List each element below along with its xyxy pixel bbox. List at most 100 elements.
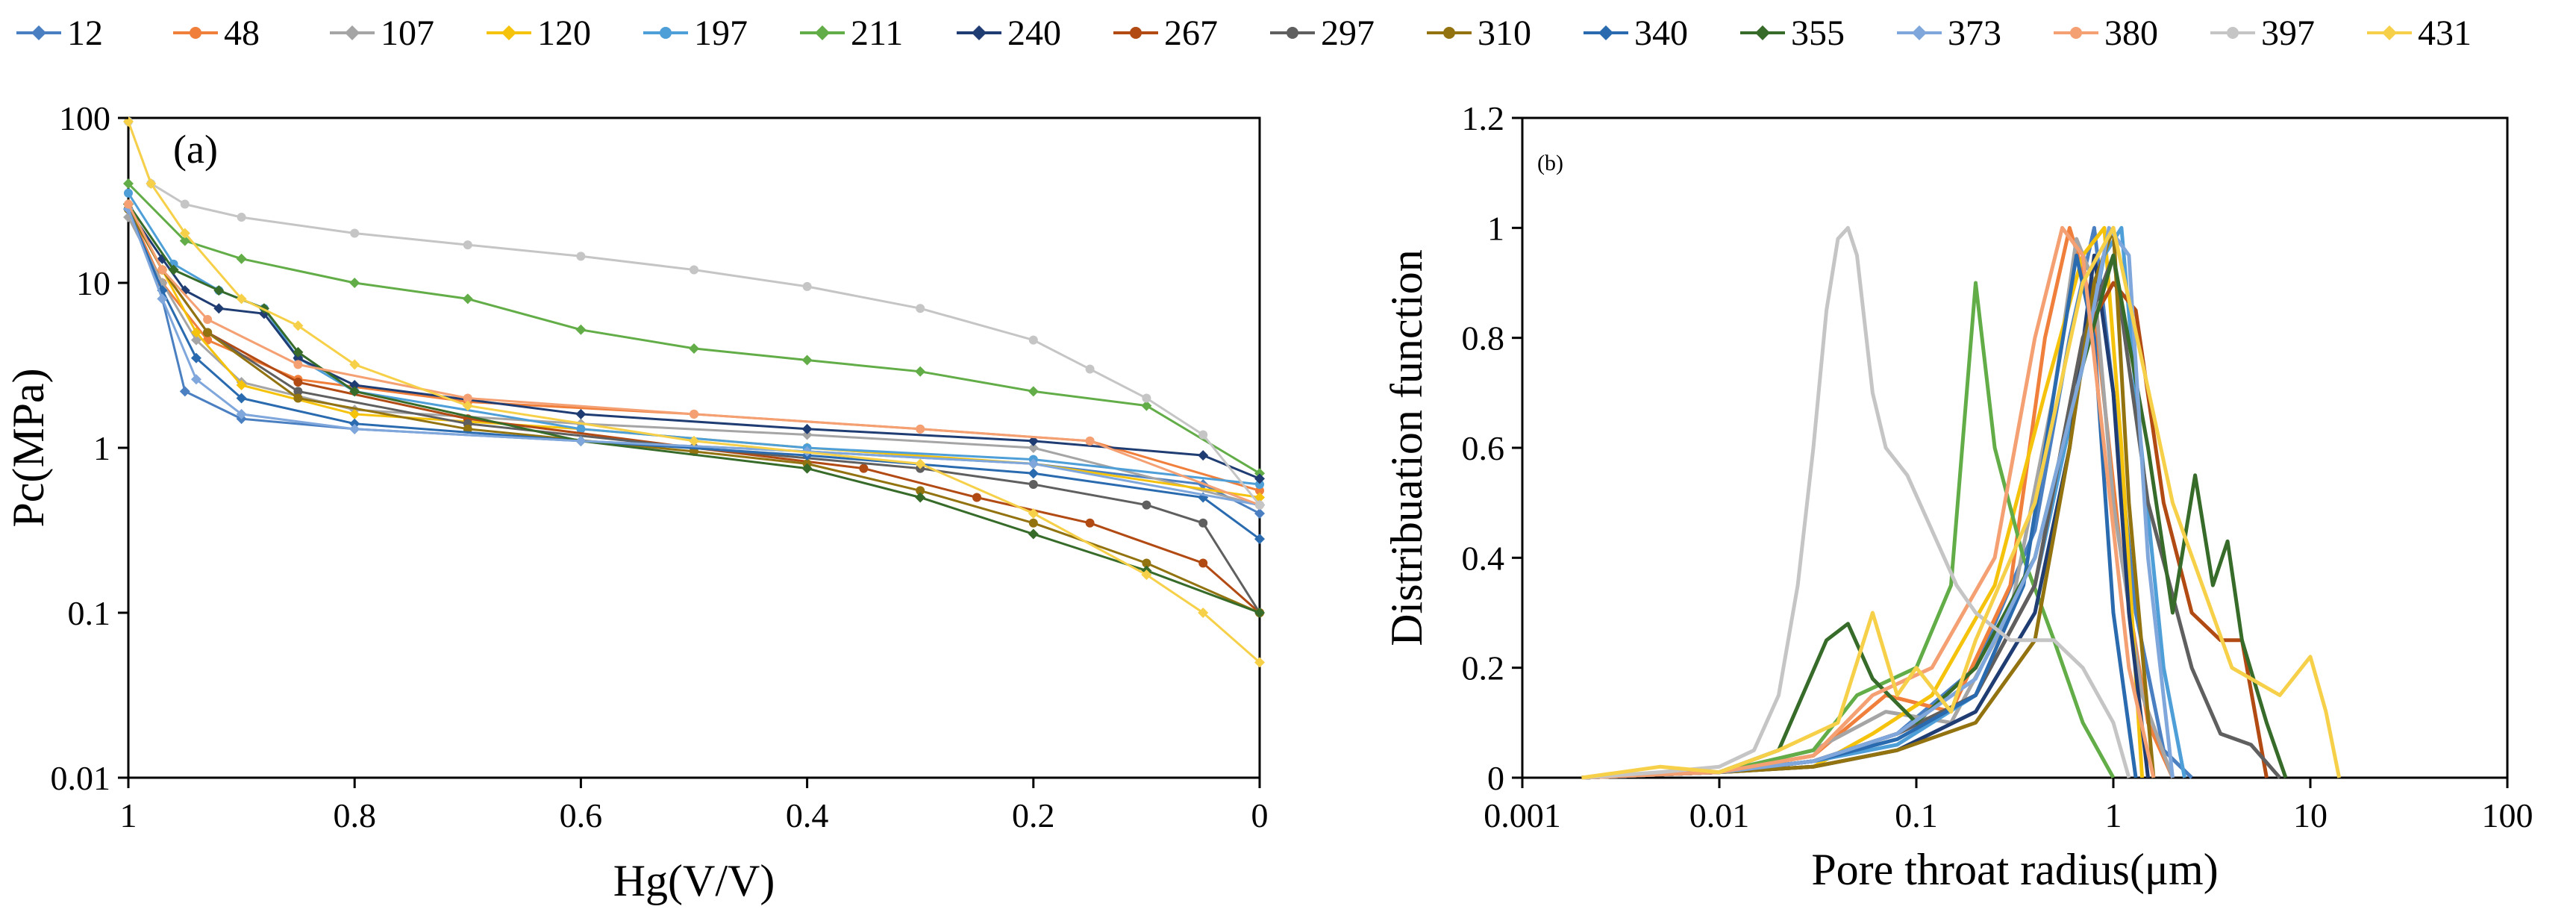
panel-a-x-tick-label: 1	[120, 796, 137, 834]
panel-a-y-tick-label: 10	[76, 264, 110, 302]
panel-a-point	[349, 278, 360, 288]
panel-a-line-197	[127, 192, 1260, 486]
panel-a-point	[916, 486, 925, 496]
panel-b-series	[1581, 225, 2342, 780]
legend-marker-211	[815, 25, 830, 40]
panel-a-point	[916, 304, 925, 313]
panel-a-point	[236, 253, 247, 264]
panel-b-y-tick-label: 0.8	[1462, 319, 1505, 358]
panel-b-y-tick-label: 0	[1487, 759, 1504, 797]
panel-a-point	[293, 393, 303, 403]
panel-a-point	[1254, 508, 1265, 519]
panel-b-line-211	[1581, 281, 2116, 780]
panel-a-point	[1254, 657, 1265, 668]
panel-a-point	[972, 493, 981, 502]
panel-a-point	[1141, 569, 1152, 581]
legend-label-340: 340	[1634, 13, 1688, 53]
panel-a-point	[1142, 393, 1151, 403]
panel-a-point	[190, 352, 201, 363]
panel-b-line-48	[1581, 225, 2175, 780]
panel-a-point	[576, 252, 586, 261]
panel-a-point	[1085, 518, 1095, 528]
panel-a-point	[1028, 458, 1039, 469]
legend-label-380: 380	[2104, 13, 2158, 53]
legend-marker-355	[1755, 25, 1770, 40]
panel-a-point	[293, 352, 304, 363]
panel-a-point	[463, 393, 472, 403]
panel-b-y-tick-label: 0.4	[1462, 539, 1505, 577]
legend-marker-310	[1443, 27, 1455, 39]
panel-a-y-tick-label: 1	[93, 429, 110, 467]
legend-label-267: 267	[1164, 13, 1218, 53]
legend-label-355: 355	[1791, 13, 1845, 53]
panel-a-series	[123, 116, 1265, 668]
panel-a-point	[1254, 473, 1265, 484]
panel-a-point	[1198, 430, 1208, 440]
legend: 12 48 107 120 197 211 240 267 297 310 340 355 373 380…	[16, 13, 2472, 53]
panel-a-point	[213, 303, 225, 314]
panel-a-point	[575, 408, 587, 419]
panel-a-line-340	[127, 208, 1260, 540]
legend-label-197: 197	[694, 13, 748, 53]
panel-a-y-tick-label: 0.1	[68, 594, 111, 632]
panel-a-y-tick-label: 0.01	[51, 759, 111, 797]
panel-a-point	[349, 386, 360, 397]
panel-a-series-211	[123, 178, 1265, 479]
panel-a-point	[1085, 364, 1095, 374]
panel-a-point	[190, 327, 201, 338]
panel-b-line-340	[1581, 253, 2138, 780]
panel-b-x-axis-label: Pore throat radius(μm)	[1811, 845, 2218, 894]
panel-a-point	[462, 293, 473, 305]
legend-marker-107	[345, 25, 360, 40]
legend-marker-373	[1912, 25, 1927, 40]
panel-a-point	[1142, 558, 1151, 568]
panel-a-point	[801, 423, 813, 434]
panel-b-x-tick-label: 0.1	[1895, 796, 1938, 834]
panel-a-point	[179, 235, 190, 246]
panel-a-point	[349, 418, 360, 429]
panel-b-x-tick-label: 10	[2293, 796, 2328, 834]
panel-a-point	[236, 293, 247, 305]
legend-label-240: 240	[1007, 13, 1061, 53]
legend-marker-197	[660, 27, 672, 39]
panel-a-x-axis-label: Hg(V/V)	[613, 856, 775, 905]
panel-a-y-axis-label: Pc(MPa)	[4, 368, 53, 527]
panel-a-point	[190, 334, 201, 346]
legend-label-431: 431	[2418, 13, 2472, 53]
panel-a-point	[157, 265, 167, 275]
panel-a-point	[575, 435, 587, 446]
panel-a-point	[801, 429, 813, 440]
panel-a-x-tick-label: 0.2	[1012, 796, 1055, 834]
panel-a-point	[1028, 480, 1038, 490]
panel-a-point	[349, 379, 360, 390]
panel-a-label: (a)	[173, 127, 218, 172]
panel-a-point	[203, 328, 213, 337]
panel-b-y-tick-label: 1	[1487, 209, 1504, 247]
legend-label-12: 12	[67, 13, 103, 53]
panel-a-x-tick-label: 0.4	[786, 796, 829, 834]
panel-b-line-297	[1581, 253, 2281, 780]
panel-a-point	[915, 366, 926, 377]
panel-b-x-tick-label: 1	[2105, 796, 2122, 834]
panel-a-point	[1254, 468, 1265, 479]
panel-a-point	[576, 424, 586, 434]
panel-a-point	[349, 423, 360, 434]
panel-a-point	[168, 264, 179, 275]
panel-a-ticks: 1 0.8 0.6 0.4 0.2 0 0.01 0.1 1 10 100	[51, 99, 1269, 834]
panel-a-point	[203, 315, 213, 325]
panel-b-line-107	[1581, 237, 2175, 780]
panel-a-y-tick-label: 100	[59, 99, 110, 137]
panel-a-point	[801, 463, 813, 474]
panel-a-x-tick-label: 0.6	[560, 796, 603, 834]
legend-marker-380	[2070, 27, 2082, 39]
panel-a-point	[915, 492, 926, 503]
panel-a-point	[1198, 558, 1208, 568]
panel-a-point	[123, 178, 134, 189]
panel-a-point	[213, 285, 225, 296]
panel-b-y-tick-label: 0.2	[1462, 649, 1505, 687]
panel-a-point	[293, 378, 303, 387]
panel-b-x-tick-label: 0.001	[1484, 796, 1561, 834]
